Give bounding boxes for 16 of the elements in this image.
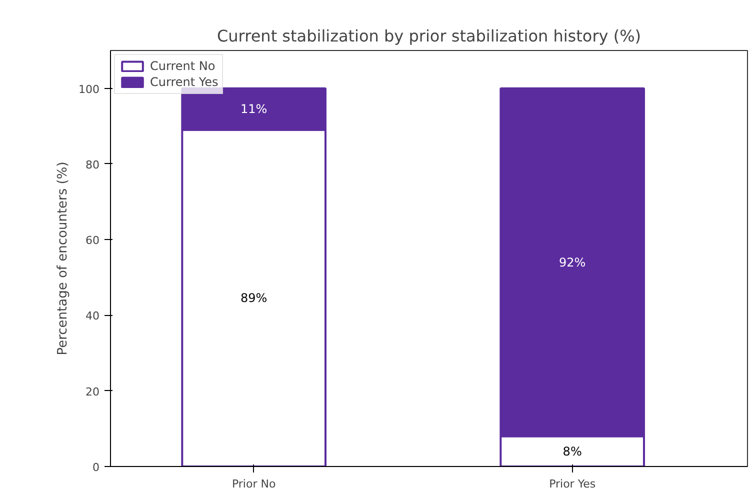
- legend-label: Current Yes: [150, 75, 218, 89]
- y-tick-label: 0: [92, 461, 100, 474]
- data-label: 89%: [240, 291, 268, 306]
- chart-title: Current stabilization by prior stabilization history (%): [216, 26, 642, 46]
- y-tick-label: 60: [86, 234, 100, 248]
- data-label: 8%: [562, 444, 582, 458]
- y-tick-label: 100: [78, 82, 100, 96]
- legend-label: Current No: [150, 59, 216, 73]
- data-label: 92%: [558, 255, 586, 270]
- data-label: 11%: [240, 102, 268, 116]
- y-axis-title: Percentage of encounters (%): [56, 162, 71, 356]
- y-tick-label: 40: [86, 310, 100, 323]
- y-tick-label: 20: [86, 385, 100, 398]
- x-tick-label: Prior No: [232, 478, 276, 490]
- x-tick-label: Prior Yes: [549, 478, 596, 490]
- y-tick-label: 80: [86, 158, 100, 172]
